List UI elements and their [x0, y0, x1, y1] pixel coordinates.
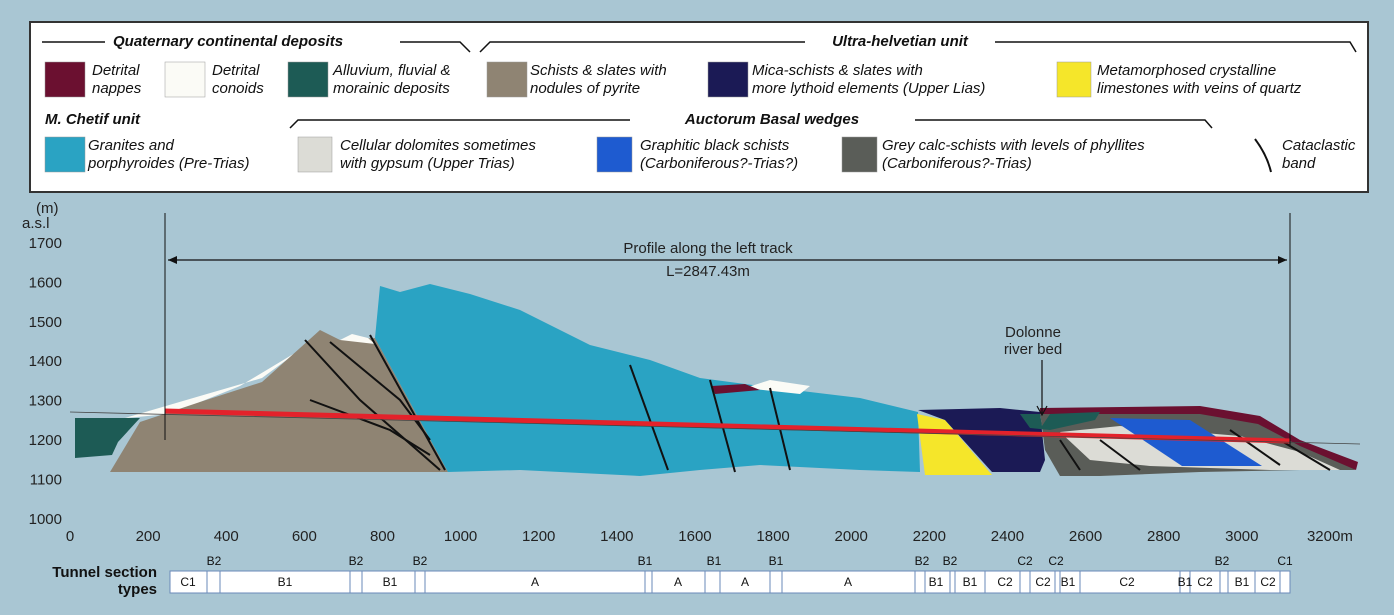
- x-tick-label: 1000: [444, 528, 477, 545]
- legend-swatch: [165, 62, 205, 97]
- legend-header: M. Chetif unit: [45, 111, 141, 128]
- legend-label: Mica-schists & slates with: [752, 62, 923, 79]
- legend-label: nodules of pyrite: [530, 80, 640, 97]
- legend-label: Metamorphosed crystalline: [1097, 62, 1276, 79]
- y-tick-label: 1400: [29, 353, 62, 370]
- legend-label: Schists & slates with: [530, 62, 667, 79]
- legend-label: Cellular dolomites sometimes: [340, 137, 536, 154]
- tunnel-section-marker: B2: [943, 554, 958, 568]
- legend-label: more lythoid elements (Upper Lias): [752, 80, 985, 97]
- tunnel-section-label: C1: [180, 575, 196, 589]
- x-tick-label: 600: [292, 528, 317, 545]
- tunnel-section-label: C2: [1119, 575, 1135, 589]
- x-tick-label: 1400: [600, 528, 633, 545]
- tunnel-section-marker: B1: [769, 554, 784, 568]
- tunnel-title: types: [118, 581, 157, 598]
- tunnel-section-marker: B1: [707, 554, 722, 568]
- x-tick-label: 2800: [1147, 528, 1180, 545]
- x-tick-label: 2200: [913, 528, 946, 545]
- legend-label: morainic deposits: [333, 80, 450, 97]
- x-tick-label: 200: [136, 528, 161, 545]
- legend-label: Grey calc-schists with levels of phyllit…: [882, 137, 1145, 154]
- legend-swatch: [597, 137, 632, 172]
- legend-label: band: [1282, 155, 1316, 172]
- legend-header: Quaternary continental deposits: [113, 33, 343, 50]
- y-tick-label: 1000: [29, 511, 62, 528]
- x-tick-label: 2000: [835, 528, 868, 545]
- x-tick-label: 3200m: [1307, 528, 1353, 545]
- annotation: river bed: [1004, 341, 1062, 358]
- y-tick-label: 1100: [30, 472, 62, 489]
- tunnel-section-label: B1: [1061, 575, 1076, 589]
- length-label: L=2847.43m: [666, 263, 750, 280]
- x-tick-label: 2600: [1069, 528, 1102, 545]
- legend-swatch: [842, 137, 877, 172]
- tunnel-section-label: A: [531, 575, 539, 589]
- tunnel-title: Tunnel section: [52, 564, 157, 581]
- tunnel-section-label: C2: [1035, 575, 1051, 589]
- tunnel-section-label: B1: [383, 575, 398, 589]
- legend-header: Ultra-helvetian unit: [832, 33, 969, 50]
- legend-label: limestones with veins of quartz: [1097, 80, 1302, 97]
- tunnel-section-label: A: [844, 575, 852, 589]
- legend-label: Detrital: [212, 62, 260, 79]
- legend-swatch: [45, 62, 85, 97]
- tunnel-section-marker: B2: [915, 554, 930, 568]
- legend-swatch: [298, 137, 332, 172]
- tunnel-section-label: A: [674, 575, 682, 589]
- x-tick-label: 2400: [991, 528, 1024, 545]
- geological-section: Quaternary continental deposits Ultra-hel…: [0, 0, 1394, 615]
- tunnel-section-marker: B2: [349, 554, 364, 568]
- tunnel-section-marker: B2: [1215, 554, 1230, 568]
- x-tick-label: 3000: [1225, 528, 1258, 545]
- y-tick-label: 1500: [29, 314, 62, 331]
- annotation: Dolonne: [1005, 324, 1061, 341]
- tunnel-section-marker: C2: [1017, 554, 1033, 568]
- page: Quaternary continental deposits Ultra-hel…: [0, 0, 1394, 615]
- legend-label: porphyroides (Pre-Trias): [87, 155, 249, 172]
- x-tick-label: 800: [370, 528, 395, 545]
- x-tick-label: 1200: [522, 528, 555, 545]
- legend-label: Alluvium, fluvial &: [332, 62, 451, 79]
- profile-label: Profile along the left track: [623, 240, 793, 257]
- tunnel-section-marker: C1: [1277, 554, 1293, 568]
- legend-label: Cataclastic: [1282, 137, 1356, 154]
- legend-label: with gypsum (Upper Trias): [340, 155, 515, 172]
- legend-label: Graphitic black schists: [640, 137, 790, 154]
- legend-swatch: [708, 62, 748, 97]
- legend-swatch: [288, 62, 328, 97]
- y-tick-label: 1200: [29, 432, 62, 449]
- y-tick-label: 1700: [29, 235, 62, 252]
- tunnel-section-label: B1: [963, 575, 978, 589]
- legend-header: Auctorum Basal wedges: [684, 111, 859, 128]
- legend-label: conoids: [212, 80, 264, 97]
- x-tick-label: 1800: [756, 528, 789, 545]
- tunnel-section-marker: B1: [638, 554, 653, 568]
- tunnel-section-marker: C2: [1048, 554, 1064, 568]
- tunnel-section-label: C2: [1197, 575, 1213, 589]
- legend-swatch: [487, 62, 527, 97]
- tunnel-section-label: C2: [1260, 575, 1276, 589]
- tunnel-section-marker: B2: [413, 554, 428, 568]
- x-tick-label: 1600: [678, 528, 711, 545]
- x-tick-label: 400: [214, 528, 239, 545]
- tunnel-section-marker: B2: [207, 554, 222, 568]
- legend-label: (Carboniferous?-Trias?): [640, 155, 798, 172]
- legend-label: Detrital: [92, 62, 140, 79]
- legend-label: Granites and: [88, 137, 175, 154]
- tunnel-section-label: C2: [997, 575, 1013, 589]
- tunnel-section-label: B1: [1235, 575, 1250, 589]
- tunnel-section-label: B1: [929, 575, 944, 589]
- legend-swatch: [1057, 62, 1091, 97]
- tunnel-section-label: A: [741, 575, 749, 589]
- legend-swatch: [45, 137, 85, 172]
- y-unit: a.s.l: [22, 215, 50, 232]
- y-tick-label: 1600: [29, 274, 62, 291]
- y-tick-label: 1300: [29, 393, 62, 410]
- tunnel-section-label: B1: [1178, 575, 1193, 589]
- tunnel-section-label: B1: [278, 575, 293, 589]
- legend-label: (Carboniferous?-Trias): [882, 155, 1032, 172]
- x-tick-label: 0: [66, 528, 74, 545]
- legend-label: nappes: [92, 80, 142, 97]
